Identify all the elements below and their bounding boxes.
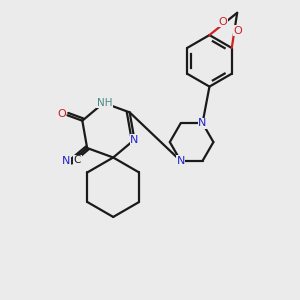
Text: N: N bbox=[130, 135, 139, 145]
Text: N: N bbox=[198, 118, 207, 128]
Text: N: N bbox=[176, 156, 185, 166]
Text: C: C bbox=[74, 155, 81, 165]
Text: O: O bbox=[218, 16, 227, 26]
Text: NH: NH bbox=[97, 98, 112, 108]
Text: N: N bbox=[62, 156, 71, 166]
Text: O: O bbox=[233, 26, 242, 36]
Text: O: O bbox=[57, 109, 66, 119]
